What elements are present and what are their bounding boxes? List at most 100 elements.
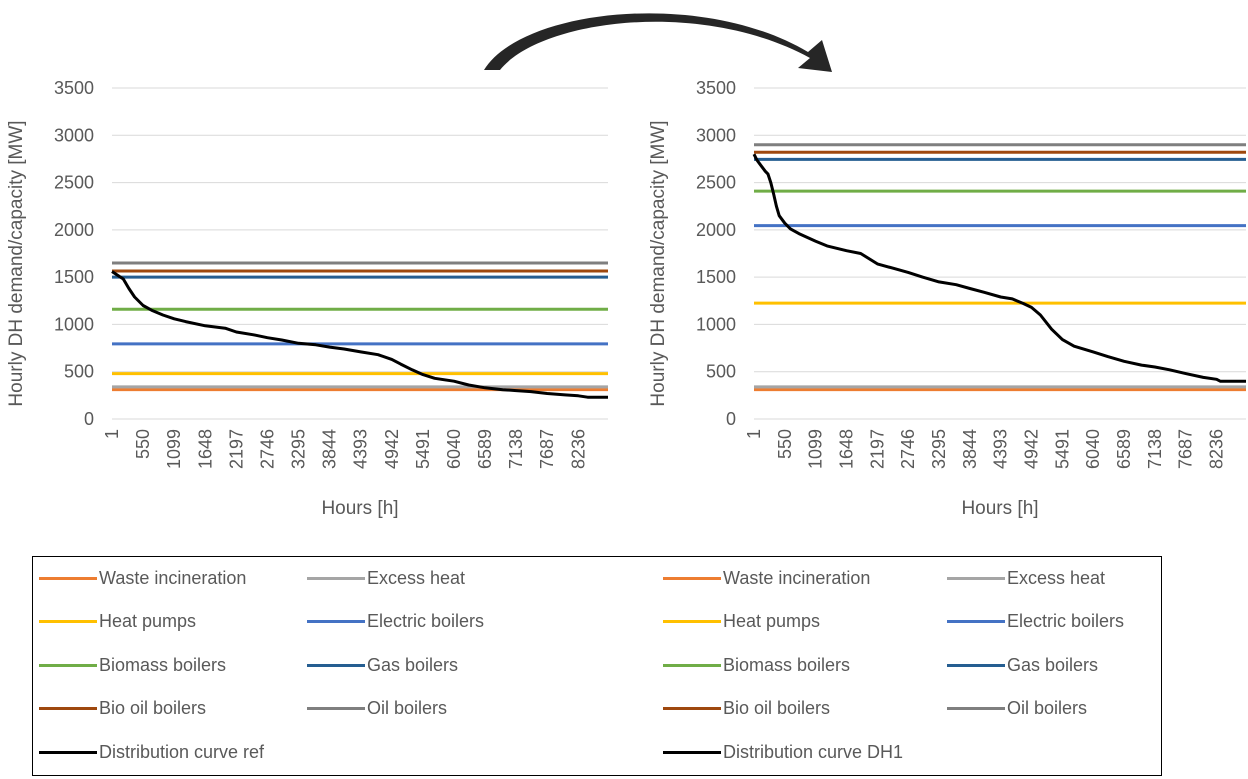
x-tick-label: 8236 (568, 429, 588, 469)
legend-item: Gas boilers (307, 653, 458, 677)
y-tick-label: 500 (64, 362, 94, 382)
x-tick-label: 6040 (1083, 429, 1103, 469)
x-axis-label: Hours [h] (961, 498, 1038, 519)
legend-label: Oil boilers (367, 697, 448, 718)
y-tick-label: 2500 (54, 173, 94, 193)
legend-swatch (663, 576, 721, 580)
x-tick-label: 550 (133, 429, 153, 459)
curved-arrow-icon (484, 13, 832, 72)
x-tick-label: 8236 (1207, 429, 1227, 469)
x-tick-label: 4393 (351, 429, 371, 469)
x-tick-label: 6040 (444, 429, 464, 469)
legend-label: Oil boilers (1007, 697, 1088, 718)
x-tick-label: 4942 (382, 429, 402, 469)
legend-item: Electric boilers (307, 609, 484, 633)
y-tick-label: 1000 (54, 314, 94, 334)
legend-label: Electric boilers (367, 610, 485, 631)
x-tick-label: 6589 (475, 429, 495, 469)
x-tick-label: 7138 (1145, 429, 1165, 469)
y-tick-label: 3000 (54, 125, 94, 145)
legend-label: Gas boilers (367, 654, 459, 675)
legend-swatch (39, 750, 97, 754)
x-tick-label: 4393 (991, 429, 1011, 469)
legend-item: Bio oil boilers (39, 696, 206, 720)
legend-item: Waste incineration (663, 566, 870, 590)
legend-swatch (947, 663, 1005, 667)
legend-label: Excess heat (1007, 567, 1106, 588)
legend: Waste incineration Excess heat Heat pumps E… (32, 556, 1162, 776)
legend-swatch (947, 619, 1005, 623)
legend-swatch (39, 619, 97, 623)
legend-swatch (947, 576, 1005, 580)
legend-swatch (307, 619, 365, 623)
legend-item: Excess heat (947, 566, 1105, 590)
y-tick-label: 500 (706, 362, 736, 382)
legend-swatch (39, 663, 97, 667)
x-axis-label: Hours [h] (321, 498, 398, 519)
legend-label: Distribution curve ref (99, 741, 265, 762)
x-tick-label: 6589 (1114, 429, 1134, 469)
legend-item: Distribution curve ref (39, 740, 264, 764)
x-tick-label: 1 (744, 429, 764, 439)
legend-item: Heat pumps (39, 609, 196, 633)
y-axis-label: Hourly DH demand/capacity [MW] (6, 120, 27, 406)
x-tick-label: 5491 (413, 429, 433, 469)
legend-swatch (947, 706, 1005, 710)
legend-item: Excess heat (307, 566, 465, 590)
x-tick-label: 3844 (960, 429, 980, 469)
legend-swatch (663, 663, 721, 667)
x-tick-label: 1 (102, 429, 122, 439)
x-tick-label: 1099 (806, 429, 826, 469)
legend-label: Biomass boilers (99, 654, 227, 675)
legend-swatch (39, 706, 97, 710)
legend-item: Heat pumps (663, 609, 820, 633)
y-tick-label: 2000 (696, 220, 736, 240)
x-tick-label: 3295 (929, 429, 949, 469)
legend-item: Bio oil boilers (663, 696, 830, 720)
legend-label: Biomass boilers (723, 654, 851, 675)
x-tick-label: 2197 (867, 429, 887, 469)
legend-label: Distribution curve DH1 (723, 741, 904, 762)
x-tick-label: 5491 (1052, 429, 1072, 469)
legend-item: Distribution curve DH1 (663, 740, 903, 764)
legend-label: Bio oil boilers (99, 697, 207, 718)
legend-label: Bio oil boilers (723, 697, 831, 718)
legend-item: Biomass boilers (39, 653, 226, 677)
legend-label: Waste incineration (99, 567, 247, 588)
y-tick-label: 2500 (696, 173, 736, 193)
x-tick-label: 7687 (537, 429, 557, 469)
x-tick-label: 7138 (506, 429, 526, 469)
y-tick-label: 0 (726, 409, 736, 429)
legend-label: Heat pumps (723, 610, 821, 631)
y-tick-label: 3000 (696, 125, 736, 145)
legend-label: Heat pumps (99, 610, 197, 631)
x-tick-label: 1648 (837, 429, 857, 469)
y-tick-label: 2000 (54, 220, 94, 240)
distribution-curve-ref (111, 270, 608, 399)
legend-swatch (307, 663, 365, 667)
x-tick-label: 3295 (289, 429, 309, 469)
x-tick-label: 3844 (320, 429, 340, 469)
legend-item: Waste incineration (39, 566, 246, 590)
y-axis-label: Hourly DH demand/capacity [MW] (648, 120, 669, 406)
x-tick-label: 1099 (164, 429, 184, 469)
legend-swatch (307, 706, 365, 710)
legend-swatch (307, 576, 365, 580)
y-tick-label: 1500 (54, 267, 94, 287)
legend-swatch (663, 706, 721, 710)
legend-label: Waste incineration (723, 567, 871, 588)
y-tick-label: 3500 (696, 78, 736, 98)
x-tick-label: 550 (775, 429, 795, 459)
legend-item: Electric boilers (947, 609, 1124, 633)
legend-item: Oil boilers (947, 696, 1087, 720)
legend-label: Gas boilers (1007, 654, 1099, 675)
legend-item: Oil boilers (307, 696, 447, 720)
x-tick-label: 2746 (898, 429, 918, 469)
y-tick-label: 1500 (696, 267, 736, 287)
chart-reference: 0 500 1000 1500 2000 2500 3000 3500 1 550 1099 164… (6, 78, 608, 519)
x-tick-label: 2746 (257, 429, 277, 469)
legend-label: Electric boilers (1007, 610, 1125, 631)
legend-label: Excess heat (367, 567, 466, 588)
x-tick-label: 1648 (195, 429, 215, 469)
